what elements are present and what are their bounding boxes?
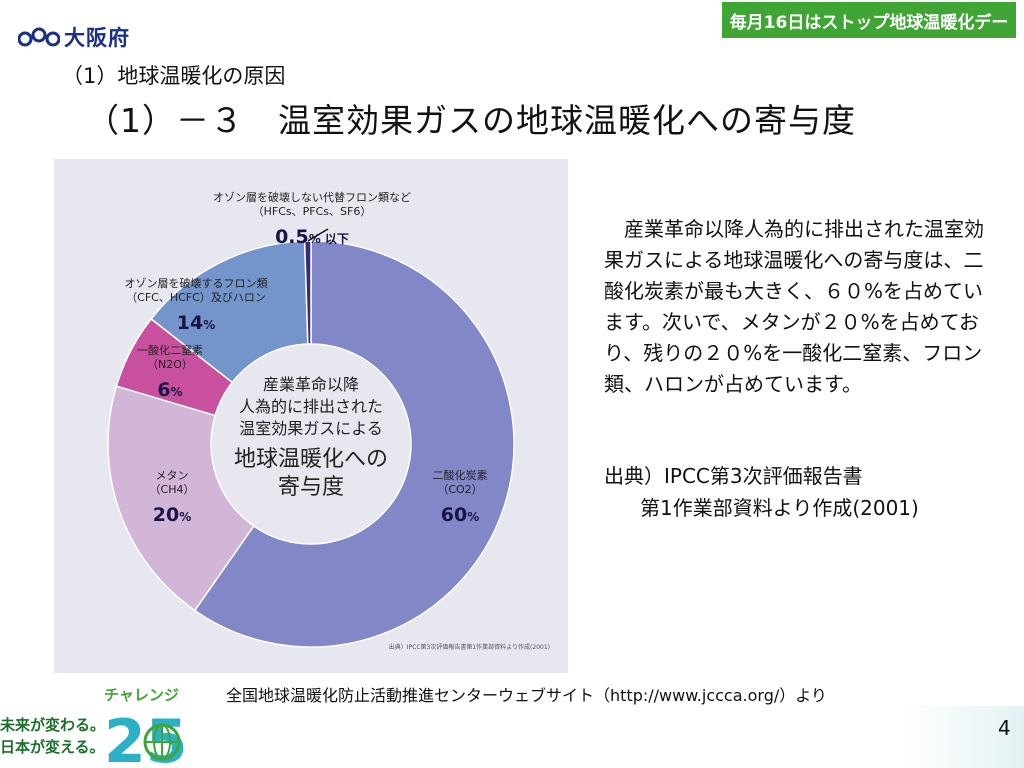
- svg-text:オゾン層を破壊するフロン類: オゾン層を破壊するフロン類: [125, 276, 268, 290]
- source-line-1: 出典）IPCC第3次評価報告書: [604, 464, 863, 488]
- svg-text:寄与度: 寄与度: [278, 475, 344, 500]
- pie-slice-4: [303, 240, 312, 345]
- stop-warming-day-banner: 毎月16日はストップ地球温暖化デー: [722, 2, 1016, 38]
- svg-text:メタン: メタン: [156, 469, 189, 482]
- description-paragraph: 産業革命以降人為的に排出された温室効果ガスによる地球温暖化への寄与度は、二酸化炭…: [604, 217, 984, 396]
- page-number: 4: [998, 716, 1011, 740]
- slice-label-1: メタン（CH4） 20%: [150, 469, 195, 526]
- slice-label-3: オゾン層を破壊するフロン類（CFC、HCFC）及びハロン 14%: [125, 276, 268, 334]
- section-subtitle: （1）地球温暖化の原因: [62, 64, 286, 88]
- svg-text:産業革命以降: 産業革命以降: [263, 375, 359, 394]
- footer-band: [900, 706, 1024, 768]
- page-title: （1）－３ 温室効果ガスの地球温暖化への寄与度: [86, 101, 856, 140]
- pie-slice-0: [193, 240, 515, 648]
- svg-text:一酸化二窒素: 一酸化二窒素: [137, 343, 203, 357]
- pie-slice-1: [107, 385, 255, 612]
- challenge25-icon: 25: [104, 707, 184, 768]
- svg-text:（CH4）: （CH4）: [150, 483, 195, 496]
- svg-text:温室効果ガスによる: 温室効果ガスによる: [239, 419, 383, 438]
- logo-text: 大阪府: [64, 26, 130, 50]
- svg-text:オゾン層を破壊しない代替フロン類など: オゾン層を破壊しない代替フロン類など: [213, 190, 411, 204]
- svg-text:6%: 6%: [157, 379, 182, 401]
- challenge25-logo: チャレンジ 未来が変わる。 日本が変える。 25: [0, 684, 200, 768]
- chart-panel: 二酸化炭素 （CO2） 60% メタン （CH4） 20% 一酸化二窒素 （N2O） 6% オゾン…: [54, 159, 568, 673]
- svg-text:人為的に排出された: 人為的に排出された: [239, 397, 383, 416]
- svg-text:二酸化炭素: 二酸化炭素: [433, 468, 488, 482]
- osaka-logo: 大阪府: [18, 22, 130, 52]
- svg-text:0.5% 以下: 0.5% 以下: [275, 226, 349, 248]
- slogan-line-1: 未来が変わる。: [0, 716, 106, 734]
- challenge-number: 25: [104, 707, 184, 768]
- svg-text:地球温暖化への: 地球温暖化への: [234, 447, 388, 472]
- challenge-label: チャレンジ: [104, 686, 179, 704]
- svg-text:14%: 14%: [177, 312, 215, 334]
- slice-label-2: 一酸化二窒素（N2O） 6%: [137, 343, 203, 401]
- svg-text:（HFCs、PFCs、SF6）: （HFCs、PFCs、SF6）: [253, 205, 372, 218]
- credit-line: 全国地球温暖化防止活動推進センターウェブサイト（http://www.jccca…: [226, 686, 827, 705]
- svg-text:（CO2）: （CO2）: [437, 483, 482, 496]
- svg-text:20%: 20%: [153, 504, 191, 526]
- source-line-2: 第1作業部資料より作成(2001): [640, 496, 919, 520]
- chart-center-title: 産業革命以降人為的に排出された温室効果ガスによる地球温暖化への寄与度: [234, 375, 388, 500]
- slice-label-0: 二酸化炭素（CO2） 60%: [433, 468, 488, 526]
- chart-source-note: 出典）IPCC第3次評価報告書第1作業部資料より作成(2001): [389, 643, 550, 651]
- svg-text:（N2O）: （N2O）: [147, 358, 193, 371]
- svg-text:（CFC、HCFC）及びハロン: （CFC、HCFC）及びハロン: [126, 291, 266, 304]
- description-text: 産業革命以降人為的に排出された温室効果ガスによる地球温暖化への寄与度は、二酸化炭…: [604, 214, 984, 400]
- leader-line: [307, 228, 329, 242]
- slogan-line-2: 日本が変える。: [0, 738, 105, 756]
- slice-label-4: オゾン層を破壊しない代替フロン類など（HFCs、PFCs、SF6） 0.5% 以下: [213, 190, 411, 248]
- osaka-emblem-icon: [18, 27, 60, 47]
- donut-chart: 二酸化炭素（CO2） 60% メタン（CH4） 20% 一酸化二窒素（N2O） 6% オゾン…: [107, 190, 550, 651]
- svg-text:60%: 60%: [441, 504, 479, 526]
